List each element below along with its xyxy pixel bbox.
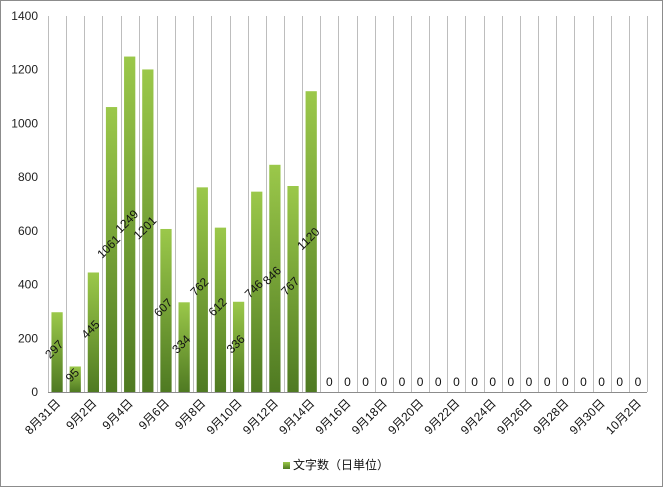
data-label: 0 — [435, 375, 442, 389]
x-axis: 8月31日 9月2日 9月4日 9月6日 9月8日9月10日9月12日9月14日9月16… — [22, 396, 644, 437]
y-tick-label: 600 — [18, 224, 38, 238]
data-label: 0 — [380, 375, 387, 389]
data-label: 767 — [278, 274, 302, 298]
bar — [251, 191, 263, 392]
data-label: 0 — [362, 375, 369, 389]
bar — [232, 301, 245, 392]
x-tick-label: 9月26日 — [494, 396, 535, 437]
data-label: 0 — [453, 375, 460, 389]
data-label: 0 — [489, 375, 496, 389]
x-tick-label: 9月18日 — [349, 396, 390, 437]
bar — [105, 107, 118, 392]
data-label: 297 — [42, 337, 66, 361]
data-label: 0 — [616, 375, 623, 389]
data-label: 0 — [326, 375, 333, 389]
data-label: 445 — [79, 317, 103, 341]
data-label: 846 — [260, 263, 284, 287]
data-label: 0 — [544, 375, 551, 389]
x-tick-label: 9月28日 — [530, 396, 571, 437]
data-label: 612 — [206, 295, 230, 319]
bar — [87, 272, 100, 392]
bar — [178, 302, 190, 392]
x-tick-label: 9月20日 — [385, 396, 426, 437]
y-tick-label: 1000 — [11, 116, 38, 130]
data-label: 0 — [344, 375, 351, 389]
data-label: 607 — [151, 295, 175, 319]
y-tick-label: 400 — [18, 278, 38, 292]
y-axis: 0 200 400 600 800 1000 1200 1400 — [11, 9, 38, 399]
data-label: 0 — [562, 375, 569, 389]
data-label: 0 — [526, 375, 533, 389]
gridlines — [48, 16, 648, 393]
bar — [124, 56, 136, 392]
bar — [160, 228, 172, 392]
y-tick-label: 0 — [31, 385, 38, 399]
data-label: 0 — [417, 375, 424, 389]
legend-swatch — [283, 462, 290, 469]
legend-label: 文字数（日単位） — [293, 457, 389, 472]
y-tick-label: 800 — [18, 170, 38, 184]
bar — [196, 187, 208, 392]
data-label: 336 — [224, 332, 248, 356]
data-label: 0 — [580, 375, 587, 389]
x-tick-label: 9月24日 — [458, 396, 499, 437]
x-tick-label: 10月2日 — [603, 396, 644, 437]
x-tick-label: 9月16日 — [313, 396, 354, 437]
bar — [305, 91, 317, 392]
x-tick-label: 9月14日 — [276, 396, 317, 437]
data-label: 0 — [399, 375, 406, 389]
x-tick-label: 9月22日 — [421, 396, 462, 437]
legend: 文字数（日単位） — [283, 457, 389, 472]
bar — [214, 227, 227, 392]
x-tick-label: 9月4日 — [99, 396, 135, 432]
bar — [142, 69, 154, 393]
x-tick-label: 9月2日 — [63, 396, 99, 432]
bar — [269, 164, 281, 392]
y-tick-label: 200 — [18, 331, 38, 345]
y-tick-label: 1400 — [11, 9, 38, 23]
bar — [69, 366, 81, 392]
y-tick-label: 1200 — [11, 63, 38, 77]
data-label: 762 — [187, 275, 211, 299]
bars — [51, 56, 317, 393]
x-tick-label: 8月31日 — [22, 396, 63, 437]
data-label: 0 — [508, 375, 515, 389]
bar — [51, 312, 63, 392]
data-label: 0 — [471, 375, 478, 389]
x-tick-label: 9月6日 — [136, 396, 172, 432]
data-label: 334 — [169, 332, 193, 356]
data-label: 0 — [635, 375, 642, 389]
data-label: 0 — [598, 375, 605, 389]
x-tick-label: 9月30日 — [567, 396, 608, 437]
bar — [287, 186, 299, 392]
x-tick-label: 9月10日 — [204, 396, 245, 437]
x-tick-label: 9月12日 — [240, 396, 281, 437]
